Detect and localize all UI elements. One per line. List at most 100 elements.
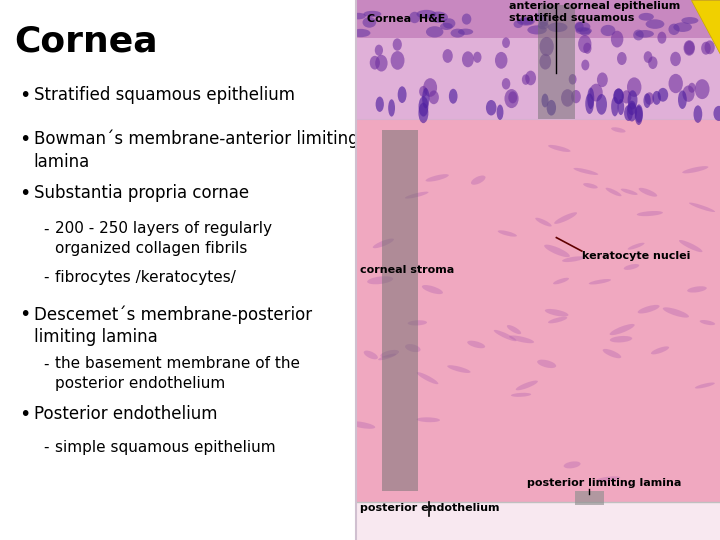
Text: •: •	[19, 405, 31, 424]
Ellipse shape	[539, 37, 554, 56]
Ellipse shape	[423, 78, 437, 97]
Ellipse shape	[548, 23, 567, 32]
Ellipse shape	[375, 55, 387, 71]
Ellipse shape	[633, 30, 644, 40]
Ellipse shape	[635, 104, 643, 123]
Ellipse shape	[606, 188, 621, 196]
Ellipse shape	[635, 30, 654, 38]
Ellipse shape	[502, 37, 510, 48]
Bar	[356, 0, 720, 38]
Ellipse shape	[428, 11, 448, 23]
Bar	[539, 5, 575, 119]
Ellipse shape	[701, 42, 711, 55]
Text: Cornea  H&E: Cornea H&E	[367, 14, 446, 24]
Ellipse shape	[451, 29, 464, 38]
Ellipse shape	[583, 43, 592, 54]
Ellipse shape	[417, 417, 440, 422]
Ellipse shape	[571, 90, 581, 103]
Ellipse shape	[651, 346, 669, 354]
Ellipse shape	[539, 17, 548, 27]
Ellipse shape	[363, 17, 377, 28]
Ellipse shape	[585, 93, 594, 114]
Text: posterior limiting lamina: posterior limiting lamina	[527, 478, 682, 488]
Ellipse shape	[561, 89, 574, 107]
Ellipse shape	[408, 320, 427, 326]
Ellipse shape	[588, 87, 594, 109]
Ellipse shape	[580, 28, 591, 36]
Ellipse shape	[628, 242, 644, 249]
Ellipse shape	[709, 24, 720, 32]
Ellipse shape	[635, 106, 643, 125]
Bar	[575, 491, 603, 505]
Ellipse shape	[627, 100, 636, 115]
Ellipse shape	[613, 89, 624, 104]
Ellipse shape	[525, 71, 536, 85]
Ellipse shape	[695, 382, 715, 389]
Text: •: •	[19, 305, 31, 324]
Text: Substantia propria cornae: Substantia propria cornae	[34, 184, 249, 201]
Ellipse shape	[367, 276, 393, 284]
Ellipse shape	[678, 90, 687, 109]
Ellipse shape	[418, 103, 428, 123]
Ellipse shape	[624, 264, 639, 270]
Ellipse shape	[575, 22, 590, 32]
Ellipse shape	[636, 211, 663, 216]
Ellipse shape	[705, 40, 715, 54]
Ellipse shape	[486, 100, 497, 116]
Ellipse shape	[507, 325, 521, 334]
Ellipse shape	[603, 349, 621, 358]
Ellipse shape	[422, 285, 443, 294]
Ellipse shape	[670, 52, 681, 66]
Ellipse shape	[541, 93, 549, 107]
Ellipse shape	[683, 85, 695, 102]
Ellipse shape	[648, 56, 657, 69]
Polygon shape	[691, 0, 720, 54]
Text: -: -	[42, 221, 48, 237]
Ellipse shape	[668, 24, 680, 35]
Ellipse shape	[397, 86, 407, 103]
Ellipse shape	[351, 29, 370, 37]
Ellipse shape	[581, 59, 590, 70]
Ellipse shape	[562, 256, 585, 262]
Ellipse shape	[590, 84, 603, 102]
Ellipse shape	[564, 461, 580, 468]
Ellipse shape	[639, 13, 654, 21]
Ellipse shape	[391, 51, 405, 70]
Ellipse shape	[449, 89, 457, 104]
Bar	[356, 119, 720, 502]
Ellipse shape	[621, 188, 638, 195]
Ellipse shape	[689, 202, 715, 212]
Ellipse shape	[618, 99, 624, 115]
Ellipse shape	[663, 307, 689, 318]
Ellipse shape	[610, 336, 632, 342]
Ellipse shape	[364, 11, 382, 17]
Ellipse shape	[370, 56, 380, 70]
Ellipse shape	[527, 25, 546, 35]
Ellipse shape	[375, 45, 383, 56]
Ellipse shape	[447, 365, 471, 373]
Ellipse shape	[405, 192, 428, 199]
Ellipse shape	[652, 91, 661, 105]
Ellipse shape	[687, 286, 707, 293]
Ellipse shape	[589, 279, 611, 285]
Ellipse shape	[684, 41, 694, 55]
Ellipse shape	[700, 320, 715, 325]
Ellipse shape	[419, 86, 428, 97]
Ellipse shape	[498, 231, 517, 237]
Ellipse shape	[657, 88, 668, 102]
Text: 200 - 250 layers of regularly
organized collagen fibrils: 200 - 250 layers of regularly organized …	[55, 221, 272, 255]
Bar	[382, 130, 418, 491]
Ellipse shape	[376, 97, 384, 112]
Ellipse shape	[426, 174, 449, 181]
Text: the basement membrane of the
posterior endothelium: the basement membrane of the posterior e…	[55, 356, 300, 390]
Ellipse shape	[473, 52, 482, 63]
Ellipse shape	[624, 105, 633, 121]
Ellipse shape	[627, 77, 642, 97]
Ellipse shape	[553, 278, 569, 285]
Ellipse shape	[373, 239, 394, 248]
Ellipse shape	[505, 89, 518, 108]
Text: anterior corneal epithelium
stratified squamous: anterior corneal epithelium stratified s…	[509, 1, 680, 23]
Ellipse shape	[520, 18, 534, 25]
Text: Stratified squamous epithelium: Stratified squamous epithelium	[34, 86, 295, 104]
Ellipse shape	[638, 305, 660, 314]
